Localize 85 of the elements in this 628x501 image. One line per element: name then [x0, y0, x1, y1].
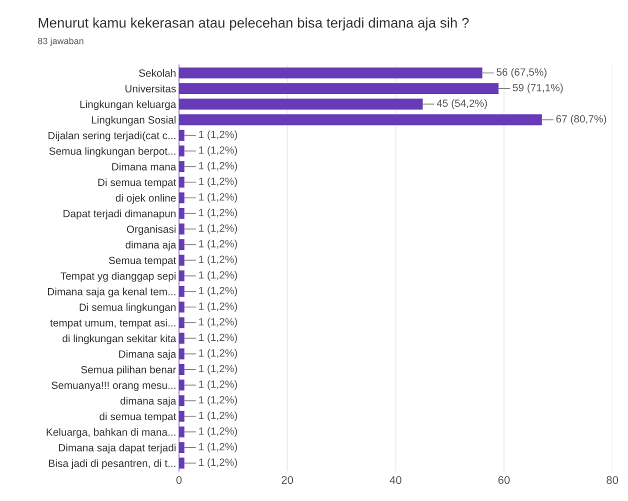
- bar: [178, 348, 184, 360]
- bar: [178, 98, 423, 110]
- x-tick-label: 0: [176, 476, 182, 484]
- data-label: 59 (71,1%): [512, 84, 563, 94]
- y-tick-label: Keluarga, bahkan di mana...: [46, 428, 176, 438]
- data-label: 67 (80,7%): [556, 114, 606, 125]
- y-tick-label: dimana aja: [126, 240, 176, 251]
- x-tick-label: 60: [498, 476, 510, 484]
- data-label: 1 (1,2%): [199, 192, 238, 203]
- data-label: 1 (1,2%): [199, 162, 238, 172]
- text: 83 jawaban: [38, 38, 84, 46]
- bar: [178, 270, 184, 282]
- y-tick-label: Dimana saja ga kenal tem...: [48, 288, 176, 298]
- data-label: 1 (1,2%): [199, 427, 238, 437]
- data-label: 1 (1,2%): [199, 442, 238, 452]
- bar: [178, 239, 184, 250]
- data-label: 1 (1,2%): [199, 208, 238, 218]
- bar: [178, 83, 499, 94]
- data-label: 56 (67,5%): [496, 68, 546, 78]
- y-tick-label: Semua pilihan benar: [81, 366, 176, 376]
- y-tick-label: dimana saja: [120, 396, 176, 407]
- y-tick-label: Tempat yg dianggap sepi: [60, 272, 176, 282]
- data-label: 1 (1,2%): [199, 364, 238, 374]
- data-label: 1 (1,2%): [199, 333, 238, 344]
- bar: [178, 332, 184, 344]
- bar: [178, 442, 184, 453]
- y-tick-label: di semua tempat: [100, 412, 176, 422]
- bar: [178, 192, 184, 204]
- y-tick-label: Lingkungan Sosial: [92, 116, 176, 126]
- chart-title: Menurut kamu kekerasan atau pelecehan bisa terjadi dimana aja sih ?: [38, 18, 469, 30]
- y-tick-label: tempat umum, tempat asi...: [50, 318, 176, 329]
- data-label: 1 (1,2%): [199, 396, 238, 406]
- bar: [178, 224, 184, 234]
- bar: [178, 146, 184, 156]
- bar: [178, 286, 184, 297]
- bar: [178, 176, 184, 188]
- y-tick-label: Semua lingkungan berpot...: [49, 147, 176, 157]
- x-tick-label: 40: [390, 476, 402, 484]
- y-tick-label: Universitas: [125, 84, 176, 92]
- data-label: 1 (1,2%): [199, 349, 238, 359]
- y-tick-label: Bisa jadi di pesantren, di t...: [49, 459, 176, 470]
- data-label: 1 (1,2%): [199, 146, 238, 156]
- bar: [178, 114, 542, 126]
- data-label: 1 (1,2%): [199, 302, 238, 312]
- bar: [178, 67, 482, 78]
- data-label: 1 (1,2%): [199, 130, 238, 140]
- y-tick-label: Dimana saja dapat terjadi: [58, 444, 176, 454]
- bar: [178, 364, 184, 375]
- data-label: 1 (1,2%): [199, 411, 238, 422]
- data-label: 1 (1,2%): [199, 286, 238, 296]
- data-label: 1 (1,2%): [199, 177, 238, 188]
- y-tick-label: di lingkungan sekitar kita: [62, 334, 176, 344]
- bar: [178, 458, 184, 469]
- y-tick-label: Dijalan sering terjadi(cat c...: [48, 132, 176, 142]
- y-tick-label: Di semua lingkungan: [80, 303, 176, 313]
- data-label: 1 (1,2%): [199, 380, 238, 390]
- data-label: 1 (1,2%): [199, 224, 238, 234]
- x-tick-label: 20: [282, 476, 294, 484]
- bar: [178, 208, 184, 219]
- y-tick-label: Dimana saja: [119, 350, 176, 360]
- bar: [178, 410, 184, 422]
- y-tick-label: Lingkungan keluarga: [80, 100, 176, 110]
- data-label: 1 (1,2%): [199, 270, 238, 281]
- data-label: 1 (1,2%): [199, 458, 238, 468]
- y-tick-label: Sekolah: [139, 69, 176, 77]
- bar: [178, 302, 184, 313]
- y-tick-label: Organisasi: [126, 225, 176, 235]
- bar: [178, 380, 184, 391]
- x-tick-label: 80: [606, 476, 618, 484]
- y-tick-label: Di semua tempat: [98, 178, 176, 188]
- data-label: 1 (1,2%): [199, 255, 238, 266]
- data-label: 1 (1,2%): [199, 318, 238, 328]
- y-tick-label: Dapat terjadi dimanapun: [64, 210, 176, 220]
- y-tick-label: di ojek online: [116, 194, 176, 204]
- bar: [178, 130, 184, 141]
- y-tick-label: Semua tempat: [108, 256, 176, 266]
- y-tick-label: Dimana mana: [112, 162, 176, 170]
- bar: [178, 254, 184, 266]
- bar: [178, 317, 184, 328]
- data-label: 1 (1,2%): [199, 240, 238, 250]
- bar: [178, 395, 184, 406]
- bar: [178, 161, 184, 172]
- bar: [178, 426, 184, 438]
- y-tick-label: Semuanya!!! orang mesu...: [52, 382, 176, 392]
- data-label: 45 (54,2%): [436, 99, 487, 109]
